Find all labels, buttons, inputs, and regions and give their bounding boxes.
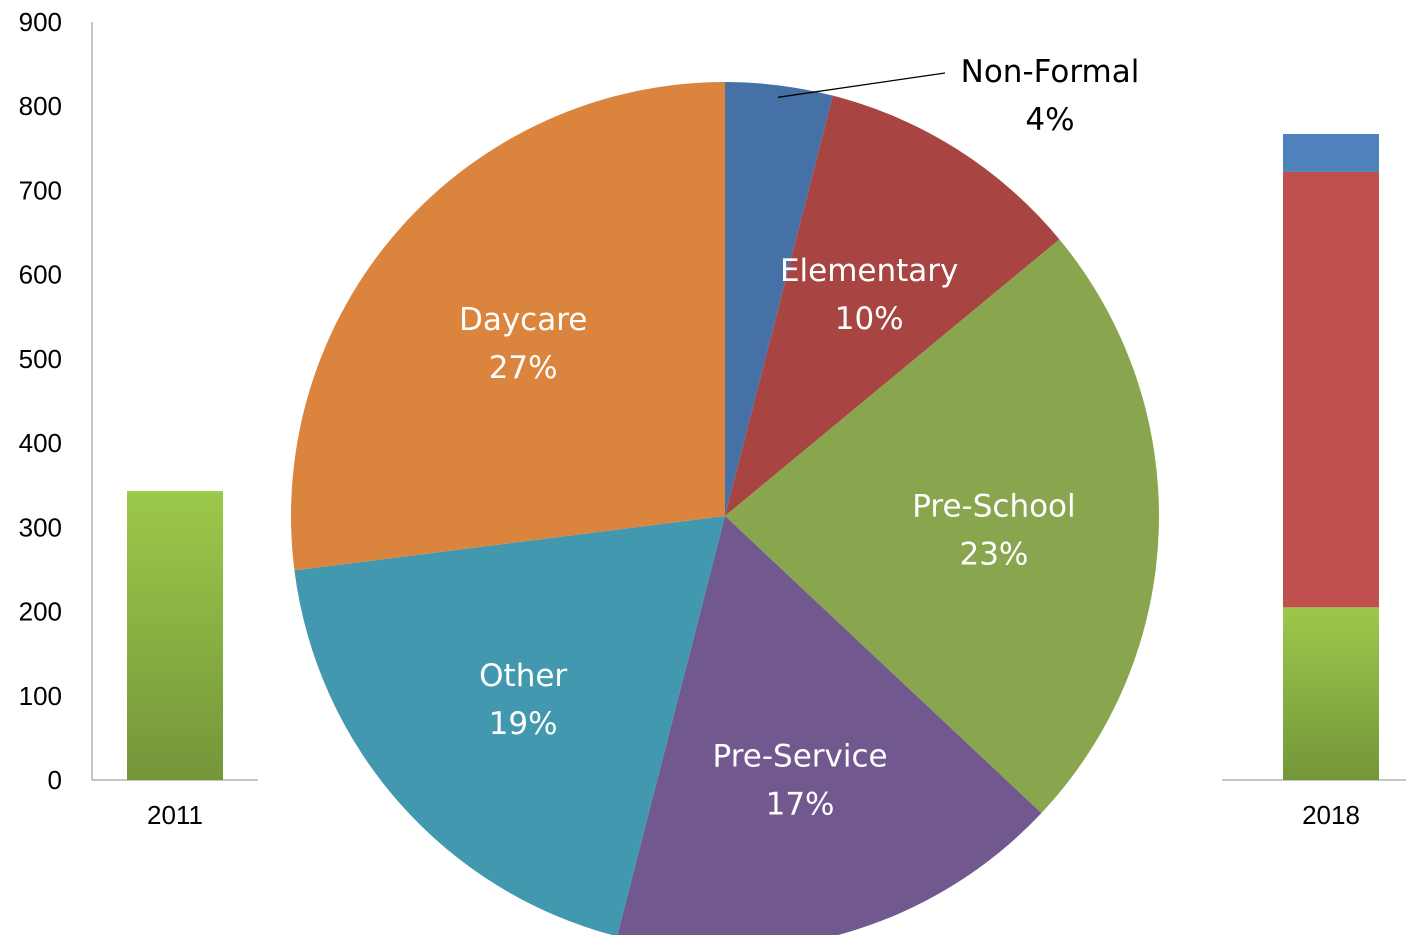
pie-slice — [617, 516, 1042, 935]
x-category-label: 2018 — [1302, 800, 1360, 830]
pie-slice — [725, 82, 833, 516]
y-tick-label: 600 — [19, 260, 62, 290]
y-tick-label: 200 — [19, 597, 62, 627]
y-tick-label: 0 — [48, 765, 62, 795]
slice-label-name: Other — [479, 658, 567, 694]
y-tick-label: 700 — [19, 175, 62, 205]
slice-label-name: Elementary — [780, 253, 958, 289]
slice-label-pct: 19% — [489, 706, 558, 742]
bar-segment — [1283, 134, 1379, 172]
slice-label-name: Pre-Service — [713, 738, 888, 774]
slice-label-pct: 17% — [766, 786, 835, 822]
pie-slice — [291, 82, 725, 571]
slice-label-pct: 23% — [959, 536, 1028, 572]
y-tick-label: 900 — [19, 7, 62, 37]
bar-segment — [127, 491, 223, 780]
bar-segment — [1283, 171, 1379, 608]
pie-slice — [725, 239, 1159, 814]
slice-label-pct: 10% — [835, 301, 904, 337]
y-tick-label: 500 — [19, 344, 62, 374]
bar-segment — [1283, 607, 1379, 780]
y-tick-label: 400 — [19, 428, 62, 458]
slice-label-name: Daycare — [459, 302, 587, 338]
bar-axes: 0 100 200 300 400 500 600 700 800 900 2011 2018 — [19, 7, 1406, 830]
slice-label-name: Non-Formal — [961, 54, 1140, 90]
y-tick-label: 300 — [19, 512, 62, 542]
pie-slice — [725, 95, 1060, 516]
slice-label-pct: 4% — [1025, 102, 1074, 138]
bar-series — [127, 134, 1379, 780]
pie-slice — [294, 516, 725, 935]
x-category-label: 2011 — [147, 800, 203, 830]
y-tick-label: 100 — [19, 681, 62, 711]
slice-label-pct: 27% — [489, 350, 558, 386]
leader-line — [777, 72, 946, 98]
pie-chart: Non-Formal 4% Elementary 10% Pre-School 23% Pr… — [291, 54, 1159, 935]
slice-label-name: Pre-School — [912, 488, 1075, 524]
y-tick-label: 800 — [19, 91, 62, 121]
